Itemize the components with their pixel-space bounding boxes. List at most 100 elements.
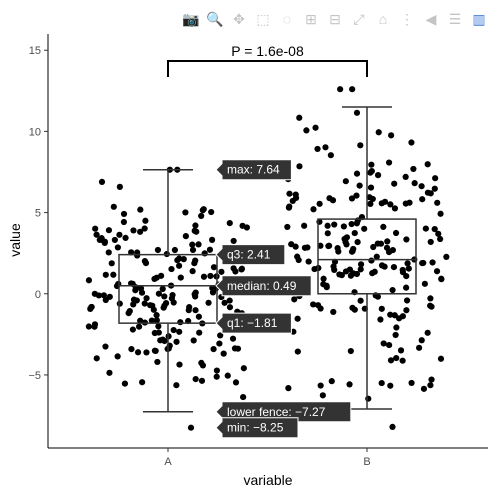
data-point (160, 304, 167, 311)
modebar: 📷 🔍 ✥ ⬚ ◌ ⊞ ⊟ ⤢ ⌂ ⋮ ◀ ☰ ▥ (182, 10, 488, 28)
data-point (207, 272, 214, 280)
hover-label: q1: −1.81 (215, 312, 292, 334)
data-point (176, 361, 183, 368)
data-point (317, 382, 324, 389)
data-point (224, 372, 231, 379)
data-point (365, 395, 372, 402)
data-point (91, 323, 98, 330)
data-point (159, 336, 166, 343)
data-point (348, 220, 355, 228)
data-point (437, 210, 444, 217)
data-point (102, 271, 109, 278)
reset-axes-icon[interactable]: ⌂ (378, 11, 388, 27)
data-point (114, 244, 121, 251)
pan-icon[interactable]: ✥ (233, 10, 245, 27)
data-point (420, 385, 428, 392)
data-point (421, 280, 428, 287)
data-point (210, 345, 217, 353)
iqr-box (317, 218, 417, 295)
data-point (378, 379, 385, 387)
data-point (342, 268, 350, 275)
data-point (424, 161, 431, 168)
data-point (350, 270, 357, 277)
data-point (348, 195, 356, 202)
data-point (110, 203, 117, 210)
hover-closest-icon[interactable]: ◀ (425, 10, 437, 27)
data-point (404, 260, 411, 267)
data-point (100, 292, 108, 299)
camera-icon[interactable]: 📷 (182, 10, 200, 27)
hover-box (215, 275, 312, 297)
data-point (210, 264, 218, 271)
lasso-select-icon[interactable]: ◌ (282, 11, 292, 27)
data-point (285, 385, 292, 392)
data-point (399, 266, 406, 274)
data-point (134, 349, 142, 356)
data-point (431, 185, 438, 192)
hover-label: max: 7.64 (215, 159, 292, 181)
data-point (155, 323, 162, 330)
data-point (195, 313, 202, 320)
axes: −5 0 5 10 15 A B (28, 34, 488, 468)
data-point (357, 142, 364, 149)
data-point (374, 240, 381, 247)
data-point (378, 305, 385, 312)
x-axis-title: variable (243, 472, 292, 488)
data-point (399, 313, 406, 320)
data-point (200, 273, 208, 280)
autoscale-icon[interactable]: ⤢ (353, 10, 365, 27)
spike-lines-icon[interactable]: ⋮ (400, 10, 414, 27)
data-point (198, 377, 206, 384)
data-point (111, 236, 118, 244)
data-point (437, 235, 444, 243)
hover-text: q3: 2.41 (227, 248, 271, 262)
zoom-icon[interactable]: 🔍 (206, 10, 224, 27)
data-point (116, 231, 123, 238)
data-point (106, 293, 113, 300)
data-point (158, 272, 165, 279)
data-point (152, 347, 159, 355)
data-point (353, 170, 361, 177)
y-tick-label: 5 (35, 208, 41, 220)
data-point (432, 175, 439, 182)
data-point (392, 229, 400, 237)
data-point (373, 253, 380, 260)
plotly-logo-icon[interactable]: ▥ (472, 10, 486, 27)
data-point (110, 271, 117, 278)
data-point (387, 382, 394, 389)
data-point (380, 223, 387, 231)
hover-compare-icon[interactable]: ☰ (448, 10, 462, 27)
data-point (294, 315, 301, 322)
data-point (101, 239, 108, 247)
data-point (177, 319, 184, 326)
data-point (374, 172, 382, 179)
data-point (129, 326, 136, 333)
data-point (173, 338, 180, 345)
data-point (420, 259, 427, 267)
zoom-in-icon[interactable]: ⊞ (305, 10, 317, 27)
data-point (168, 295, 175, 302)
data-point (192, 222, 199, 229)
data-point (305, 258, 312, 265)
data-point (120, 218, 128, 226)
data-point (393, 354, 400, 362)
data-point (408, 379, 415, 387)
data-point (142, 259, 150, 267)
box-select-icon[interactable]: ⬚ (256, 10, 270, 27)
data-point (428, 376, 435, 383)
data-point (230, 237, 237, 245)
data-point (141, 225, 148, 232)
data-point (284, 223, 291, 231)
data-point (208, 208, 215, 216)
data-point (418, 183, 425, 190)
data-point (419, 196, 426, 203)
data-point (226, 297, 233, 304)
iqr-box (118, 253, 218, 324)
data-point (422, 225, 429, 232)
data-point (361, 225, 368, 232)
zoom-out-icon[interactable]: ⊟ (329, 10, 341, 27)
data-point (286, 190, 293, 197)
data-point (93, 231, 100, 238)
data-point (137, 228, 144, 235)
